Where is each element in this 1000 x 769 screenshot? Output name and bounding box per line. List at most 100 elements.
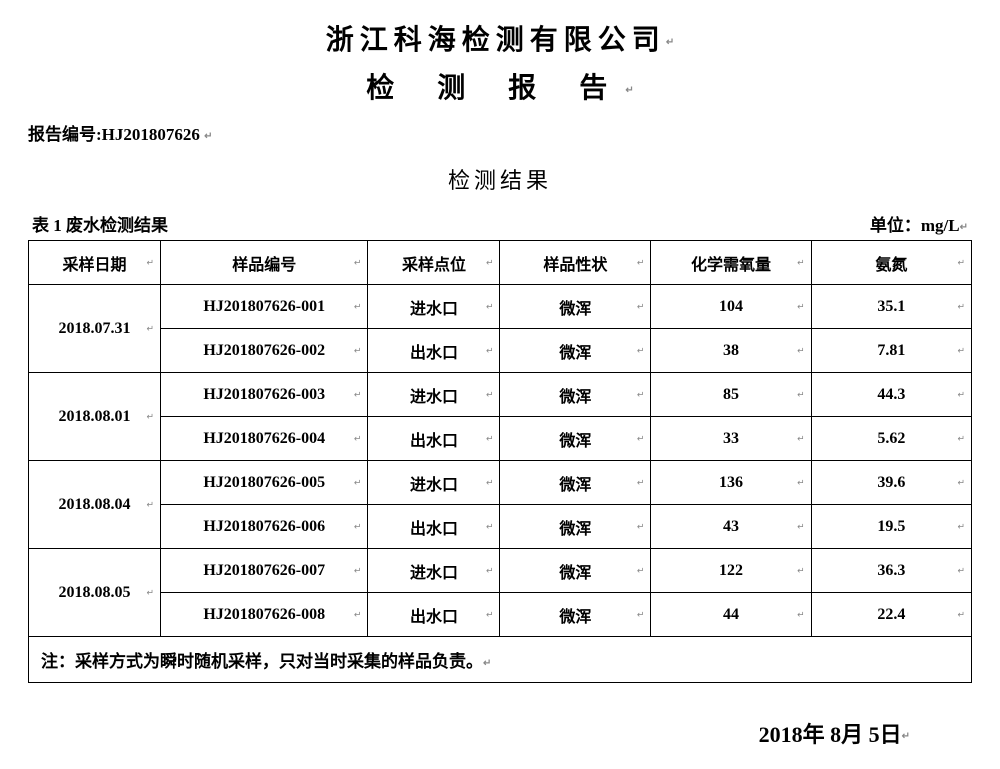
- cell-point: 出水口↵: [368, 329, 500, 373]
- col-sample-point: 采样点位↵: [368, 241, 500, 285]
- table-row: 2018.08.04↵ HJ201807626-005↵ 进水口↵ 微浑↵ 13…: [29, 461, 972, 505]
- section-heading-text: 检测结果: [448, 168, 552, 193]
- table-row: 2018.08.01↵ HJ201807626-003↵ 进水口↵ 微浑↵ 85…: [29, 373, 972, 417]
- doc-title-text: 检 测 报 告: [366, 73, 625, 104]
- unit-label-text: 单位：: [870, 216, 921, 235]
- paragraph-mark-icon: ↵: [354, 257, 362, 268]
- cell-state: 微浑↵: [500, 593, 651, 637]
- paragraph-mark-icon: ↵: [146, 587, 154, 598]
- cell-date: 2018.08.04↵: [29, 461, 161, 549]
- cell-nh3: 19.5↵: [811, 505, 971, 549]
- paragraph-mark-icon: ↵: [797, 609, 805, 620]
- cell-sample-id: HJ201807626-003↵: [161, 373, 368, 417]
- table-row: HJ201807626-006↵ 出水口↵ 微浑↵ 43↵ 19.5↵: [29, 505, 972, 549]
- paragraph-mark-icon: ↵: [486, 345, 494, 356]
- cell-state: 微浑↵: [500, 505, 651, 549]
- footer-year: 2018: [759, 722, 803, 747]
- footer-day: 5: [869, 722, 880, 747]
- paragraph-mark-icon: ↵: [960, 222, 968, 233]
- paragraph-mark-icon: ↵: [354, 301, 362, 312]
- cell-date: 2018.08.05↵: [29, 549, 161, 637]
- paragraph-mark-icon: ↵: [957, 433, 965, 444]
- table-body: 2018.07.31↵ HJ201807626-001↵ 进水口↵ 微浑↵ 10…: [29, 285, 972, 683]
- col-sample-id: 样品编号↵: [161, 241, 368, 285]
- paragraph-mark-icon: ↵: [486, 389, 494, 400]
- cell-sample-id: HJ201807626-006↵: [161, 505, 368, 549]
- paragraph-mark-icon: ↵: [354, 565, 362, 576]
- paragraph-mark-icon: ↵: [902, 731, 910, 742]
- cell-cod: 43↵: [651, 505, 811, 549]
- table-row: HJ201807626-004↵ 出水口↵ 微浑↵ 33↵ 5.62↵: [29, 417, 972, 461]
- report-number-line: 报告编号:HJ201807626 ↵: [28, 120, 972, 145]
- paragraph-mark-icon: ↵: [625, 85, 633, 96]
- col-date: 采样日期↵: [29, 241, 161, 285]
- col-cod: 化学需氧量↵: [651, 241, 811, 285]
- paragraph-mark-icon: ↵: [486, 257, 494, 268]
- paragraph-mark-icon: ↵: [637, 565, 645, 576]
- company-name-text: 浙江科海检测有限公司: [326, 25, 666, 56]
- table-note-row: 注：采样方式为瞬时随机采样，只对当时采集的样品负责。↵: [29, 637, 972, 683]
- results-table: 采样日期↵ 样品编号↵ 采样点位↵ 样品性状↵ 化学需氧量↵ 氨氮↵ 2018.…: [28, 240, 972, 683]
- cell-date: 2018.07.31↵: [29, 285, 161, 373]
- cell-date: 2018.08.01↵: [29, 373, 161, 461]
- cell-point: 进水口↵: [368, 373, 500, 417]
- cell-point: 进水口↵: [368, 461, 500, 505]
- cell-cod: 136↵: [651, 461, 811, 505]
- paragraph-mark-icon: ↵: [354, 477, 362, 488]
- cell-cod: 33↵: [651, 417, 811, 461]
- cell-nh3: 5.62↵: [811, 417, 971, 461]
- paragraph-mark-icon: ↵: [486, 477, 494, 488]
- cell-sample-id: HJ201807626-004↵: [161, 417, 368, 461]
- cell-state: 微浑↵: [500, 329, 651, 373]
- doc-title: 检 测 报 告↵: [28, 66, 972, 106]
- paragraph-mark-icon: ↵: [637, 389, 645, 400]
- paragraph-mark-icon: ↵: [146, 499, 154, 510]
- table-row: 2018.07.31↵ HJ201807626-001↵ 进水口↵ 微浑↵ 10…: [29, 285, 972, 329]
- table-row: 2018.08.05↵ HJ201807626-007↵ 进水口↵ 微浑↵ 12…: [29, 549, 972, 593]
- cell-sample-id: HJ201807626-008↵: [161, 593, 368, 637]
- cell-cod: 122↵: [651, 549, 811, 593]
- paragraph-mark-icon: ↵: [797, 433, 805, 444]
- table-row: HJ201807626-008↵ 出水口↵ 微浑↵ 44↵ 22.4↵: [29, 593, 972, 637]
- paragraph-mark-icon: ↵: [483, 658, 491, 669]
- footer-month: 8: [830, 722, 841, 747]
- cell-nh3: 36.3↵: [811, 549, 971, 593]
- paragraph-mark-icon: ↵: [486, 565, 494, 576]
- paragraph-mark-icon: ↵: [797, 389, 805, 400]
- paragraph-mark-icon: ↵: [486, 433, 494, 444]
- paragraph-mark-icon: ↵: [957, 345, 965, 356]
- paragraph-mark-icon: ↵: [637, 433, 645, 444]
- cell-sample-id: HJ201807626-007↵: [161, 549, 368, 593]
- cell-point: 出水口↵: [368, 505, 500, 549]
- company-name: 浙江科海检测有限公司↵: [28, 18, 972, 58]
- cell-sample-id: HJ201807626-005↵: [161, 461, 368, 505]
- cell-nh3: 22.4↵: [811, 593, 971, 637]
- cell-cod: 44↵: [651, 593, 811, 637]
- paragraph-mark-icon: ↵: [797, 477, 805, 488]
- cell-state: 微浑↵: [500, 285, 651, 329]
- cell-nh3: 7.81↵: [811, 329, 971, 373]
- paragraph-mark-icon: ↵: [797, 521, 805, 532]
- cell-sample-id: HJ201807626-002↵: [161, 329, 368, 373]
- cell-nh3: 39.6↵: [811, 461, 971, 505]
- footer-day-suffix: 日: [880, 722, 902, 747]
- paragraph-mark-icon: ↵: [354, 389, 362, 400]
- cell-point: 进水口↵: [368, 285, 500, 329]
- col-sample-state: 样品性状↵: [500, 241, 651, 285]
- paragraph-mark-icon: ↵: [797, 565, 805, 576]
- cell-state: 微浑↵: [500, 373, 651, 417]
- cell-sample-id: HJ201807626-001↵: [161, 285, 368, 329]
- cell-point: 出水口↵: [368, 417, 500, 461]
- cell-cod: 38↵: [651, 329, 811, 373]
- paragraph-mark-icon: ↵: [354, 345, 362, 356]
- cell-cod: 104↵: [651, 285, 811, 329]
- footer-month-suffix: 月: [841, 722, 863, 747]
- paragraph-mark-icon: ↵: [797, 345, 805, 356]
- cell-state: 微浑↵: [500, 461, 651, 505]
- table-meta-row: 表 1 废水检测结果 单位：mg/L↵: [28, 211, 972, 236]
- report-number-value: HJ201807626: [102, 125, 200, 144]
- paragraph-mark-icon: ↵: [146, 257, 154, 268]
- paragraph-mark-icon: ↵: [957, 565, 965, 576]
- paragraph-mark-icon: ↵: [957, 257, 965, 268]
- paragraph-mark-icon: ↵: [354, 433, 362, 444]
